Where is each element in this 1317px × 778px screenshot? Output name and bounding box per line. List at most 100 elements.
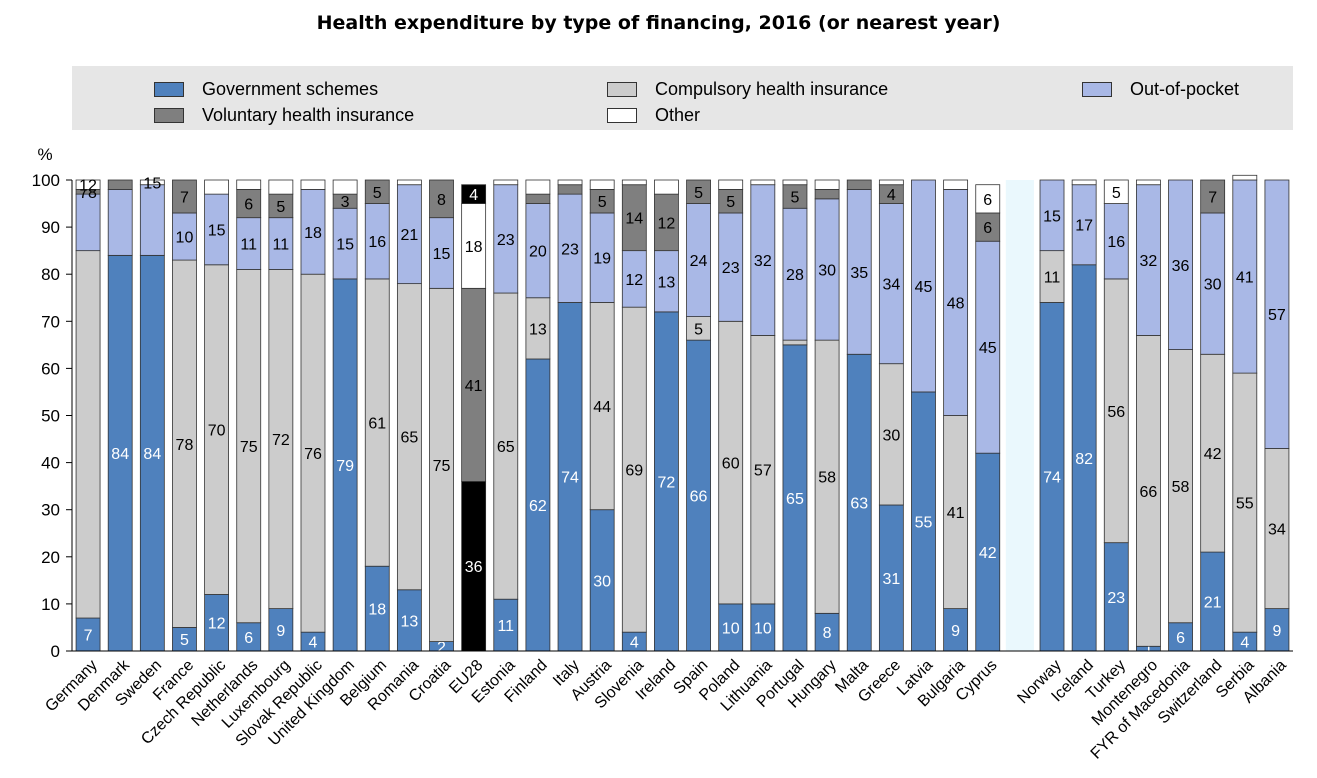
bar-segment <box>461 203 487 289</box>
bar-segment <box>911 391 936 652</box>
bar-data-label: 23 <box>722 260 740 277</box>
bar-data-label: 41 <box>465 378 483 395</box>
y-tick-label: 60 <box>41 359 60 378</box>
bar-data-label: 11 <box>1044 270 1061 287</box>
bar-segment <box>525 193 551 204</box>
bar-segment <box>686 179 711 204</box>
bar-data-label: 9 <box>951 623 960 640</box>
bar-segment <box>975 240 1001 454</box>
bar-segment <box>268 217 294 270</box>
bar-data-label: 48 <box>947 295 965 312</box>
bar-segment <box>1039 179 1065 252</box>
bar-data-label: 66 <box>690 489 708 506</box>
chart-title: Health expenditure by type of financing,… <box>316 12 1001 34</box>
legend-label: Voluntary health insurance <box>202 104 415 125</box>
bar-data-label: 60 <box>722 456 740 473</box>
bar-segment <box>1232 179 1258 374</box>
bar-segment <box>686 203 711 317</box>
bar-data-label: 34 <box>882 277 900 294</box>
bar-segment <box>878 363 904 506</box>
bar-data-label: 4 <box>887 187 896 204</box>
y-tick-label: 40 <box>41 454 60 473</box>
bar-data-label: 30 <box>882 427 900 444</box>
bar-segment <box>621 179 647 186</box>
bar-segment <box>654 311 679 652</box>
bar-data-label: 75 <box>433 458 451 475</box>
bar-data-label: 15 <box>143 175 161 192</box>
bar-segment <box>782 207 808 341</box>
bar-data-label: 17 <box>1075 218 1093 235</box>
bar-data-label: 61 <box>368 416 386 433</box>
bar-data-label: 70 <box>208 423 226 440</box>
bar-segment <box>429 287 454 642</box>
bar-data-label: 6 <box>244 197 253 214</box>
bar-segment <box>429 179 454 219</box>
bar-segment <box>589 509 615 652</box>
bar-segment <box>557 184 583 195</box>
bar-data-label: 65 <box>497 439 515 456</box>
bar-data-label: 10 <box>176 230 194 247</box>
y-tick-label: 10 <box>41 595 60 614</box>
bar-data-label: 57 <box>1268 307 1286 324</box>
bar-segment <box>975 184 1001 214</box>
bar-segment <box>364 179 390 204</box>
bar-segment <box>654 193 679 252</box>
bar-segment <box>686 339 711 652</box>
bar-data-label: 65 <box>400 430 418 447</box>
bar-data-label: 75 <box>240 439 258 456</box>
bar-data-label: 16 <box>368 234 386 251</box>
bar-segment <box>172 259 197 628</box>
bar-data-label: 55 <box>1236 496 1254 513</box>
bar-data-label: 74 <box>561 470 579 487</box>
bar-segment <box>911 179 936 393</box>
bar-segment <box>589 212 615 303</box>
bar-data-label: 7 <box>84 628 93 645</box>
y-tick-label: 0 <box>51 642 60 661</box>
bar-data-label: 78 <box>176 437 194 454</box>
bar-segment <box>204 179 229 195</box>
bar-segment <box>300 179 326 190</box>
bar-segment <box>1103 278 1129 544</box>
bar-data-label: 32 <box>1140 253 1158 270</box>
bar-segment <box>654 250 679 313</box>
bar-data-label: 1 <box>1144 642 1153 659</box>
bar-data-label: 16 <box>1107 234 1125 251</box>
y-tick-label: 70 <box>41 312 60 331</box>
bar-segment <box>1136 335 1161 647</box>
bar-data-label: 4 <box>630 635 639 652</box>
bar-segment <box>1232 174 1258 181</box>
bar-data-label: 5 <box>598 194 607 211</box>
bar-data-label: 45 <box>915 279 933 296</box>
bar-segment <box>878 179 904 186</box>
legend-item-other: Other <box>607 104 700 126</box>
bar-segment <box>1168 179 1193 350</box>
bar-data-label: 79 <box>336 458 354 475</box>
bar-segment <box>557 179 583 186</box>
bar-segment <box>139 179 165 186</box>
bar-segment <box>236 269 262 624</box>
bar-data-label: 6 <box>983 220 992 237</box>
bar-segment <box>525 297 551 360</box>
bar-segment <box>621 306 647 633</box>
bar-segment <box>1168 349 1193 624</box>
bar-data-label: 23 <box>561 241 579 258</box>
y-tick-label: 90 <box>41 218 60 237</box>
bar-data-label: 23 <box>1107 590 1125 607</box>
bar-data-label: 42 <box>979 545 997 562</box>
bar-data-label: 65 <box>786 491 804 508</box>
bar-data-label: 5 <box>180 632 189 649</box>
bar-data-label: 3 <box>341 194 350 211</box>
bar-data-label: 66 <box>1140 484 1158 501</box>
bar-data-label: 5 <box>791 189 800 206</box>
bar-segment <box>589 179 615 190</box>
bar-segment <box>107 179 133 190</box>
bar-data-label: 7 <box>1208 189 1217 206</box>
bar-segment <box>493 179 519 186</box>
bar-segment <box>975 212 1001 242</box>
bar-data-label: 4 <box>1240 635 1249 652</box>
bar-data-label: 13 <box>658 274 676 291</box>
y-tick-label: 80 <box>41 265 60 284</box>
legend: Government schemes Voluntary health insu… <box>72 66 1293 130</box>
bar-data-label: 11 <box>273 237 290 254</box>
